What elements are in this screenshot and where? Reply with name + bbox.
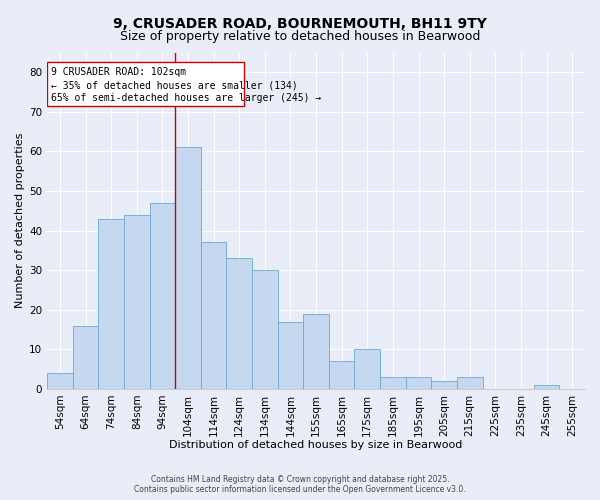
Bar <box>457 377 482 389</box>
Text: ← 35% of detached houses are smaller (134): ← 35% of detached houses are smaller (13… <box>51 80 298 90</box>
Bar <box>252 270 278 389</box>
Text: Contains HM Land Registry data © Crown copyright and database right 2025.
Contai: Contains HM Land Registry data © Crown c… <box>134 474 466 494</box>
FancyBboxPatch shape <box>47 62 244 106</box>
Text: 9 CRUSADER ROAD: 102sqm: 9 CRUSADER ROAD: 102sqm <box>51 67 186 77</box>
Bar <box>124 214 149 389</box>
Bar <box>175 148 201 389</box>
Text: Size of property relative to detached houses in Bearwood: Size of property relative to detached ho… <box>120 30 480 43</box>
Bar <box>73 326 98 389</box>
Bar <box>303 314 329 389</box>
Text: 65% of semi-detached houses are larger (245) →: 65% of semi-detached houses are larger (… <box>51 94 321 104</box>
Bar <box>431 381 457 389</box>
Bar <box>534 385 559 389</box>
Bar <box>201 242 226 389</box>
Bar <box>406 377 431 389</box>
Bar <box>329 361 355 389</box>
Y-axis label: Number of detached properties: Number of detached properties <box>15 133 25 308</box>
Bar <box>355 350 380 389</box>
X-axis label: Distribution of detached houses by size in Bearwood: Distribution of detached houses by size … <box>169 440 463 450</box>
Bar <box>98 218 124 389</box>
Bar <box>226 258 252 389</box>
Bar <box>278 322 303 389</box>
Bar <box>47 373 73 389</box>
Bar <box>149 203 175 389</box>
Text: 9, CRUSADER ROAD, BOURNEMOUTH, BH11 9TY: 9, CRUSADER ROAD, BOURNEMOUTH, BH11 9TY <box>113 18 487 32</box>
Bar <box>380 377 406 389</box>
